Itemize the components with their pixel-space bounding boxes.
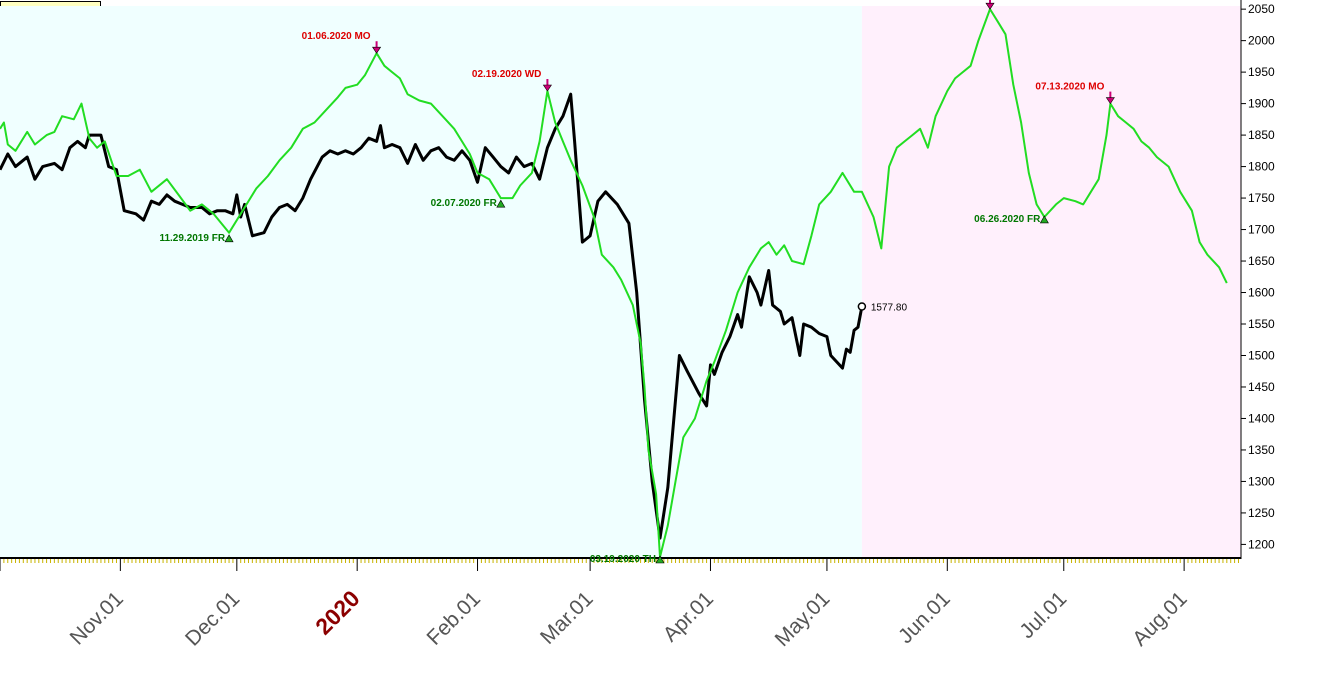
y-tick-label: 1900 bbox=[1248, 97, 1275, 111]
low-triangle-icon bbox=[1039, 215, 1049, 224]
x-year-label: 2020 bbox=[310, 585, 365, 640]
last-value-label: 1577.80 bbox=[871, 302, 908, 313]
last-value-marker bbox=[857, 302, 867, 311]
high-arrow-icon bbox=[1105, 97, 1115, 105]
y-tick-label: 1700 bbox=[1248, 223, 1275, 237]
low-triangle-icon bbox=[224, 234, 234, 243]
low-date-label: 03.19.2020 TH bbox=[590, 554, 656, 565]
y-tick-label: 2050 bbox=[1248, 2, 1275, 16]
x-month-label: Mar.01 bbox=[536, 587, 598, 649]
x-month-label: Feb.01 bbox=[423, 587, 486, 650]
low-triangle-icon bbox=[655, 555, 665, 564]
x-axis-line bbox=[0, 557, 1241, 559]
x-month-label: Apr.01 bbox=[659, 587, 718, 646]
y-tick-label: 1800 bbox=[1248, 160, 1275, 174]
y-tick-label: 1550 bbox=[1248, 317, 1275, 331]
high-date-label: 07.13.2020 MO bbox=[1035, 82, 1104, 93]
y-tick-label: 2000 bbox=[1248, 34, 1275, 48]
y-tick-label: 1850 bbox=[1248, 128, 1275, 142]
y-axis: 2050 2000 1950 1900 1850 1800 1750 1700 1650 1600… bbox=[1240, 0, 1275, 559]
high-arrow-icon bbox=[985, 2, 995, 10]
forecast-background bbox=[861, 6, 1241, 557]
x-axis-labels: Nov.01 Dec.01 2020 Feb.01 Mar.01 Apr.01 May.01… bbox=[66, 585, 1192, 651]
y-tick-label: 1650 bbox=[1248, 254, 1275, 268]
x-month-label: Nov.01 bbox=[66, 587, 128, 649]
low-date-label: 11.29.2019 FR bbox=[159, 233, 225, 244]
x-month-label: Aug.01 bbox=[1128, 587, 1191, 650]
high-arrow-icon bbox=[542, 84, 552, 92]
history-background bbox=[0, 6, 862, 557]
x-month-label: Jun.01 bbox=[894, 587, 955, 648]
x-month-label: Jul.01 bbox=[1015, 587, 1071, 643]
y-tick-label: 1200 bbox=[1248, 537, 1275, 551]
y-tick-label: 1400 bbox=[1248, 411, 1275, 425]
low-date-label: 02.07.2020 FR bbox=[431, 198, 498, 209]
y-tick-label: 1600 bbox=[1248, 286, 1275, 300]
y-tick-label: 1250 bbox=[1248, 506, 1275, 520]
x-month-label: Dec.01 bbox=[181, 587, 244, 650]
y-tick-label: 1500 bbox=[1248, 348, 1275, 362]
high-arrow-icon bbox=[372, 46, 382, 54]
x-month-label: May.01 bbox=[771, 587, 835, 651]
high-date-label: 02.19.2020 WD bbox=[472, 69, 542, 80]
low-date-label: 06.26.2020 FR bbox=[974, 214, 1041, 225]
y-tick-label: 1350 bbox=[1248, 443, 1275, 457]
high-date-label: 01.06.2020 MO bbox=[302, 31, 371, 42]
y-tick-label: 1300 bbox=[1248, 474, 1275, 488]
actual-price-line bbox=[0, 92, 864, 540]
y-tick-label: 1750 bbox=[1248, 191, 1275, 205]
forecast-line bbox=[0, 8, 1228, 558]
low-triangle-icon bbox=[496, 199, 506, 208]
y-tick-label: 1450 bbox=[1248, 380, 1275, 394]
series-layer: 1577.80 bbox=[0, 8, 1228, 558]
y-tick-label: 1950 bbox=[1248, 65, 1275, 79]
